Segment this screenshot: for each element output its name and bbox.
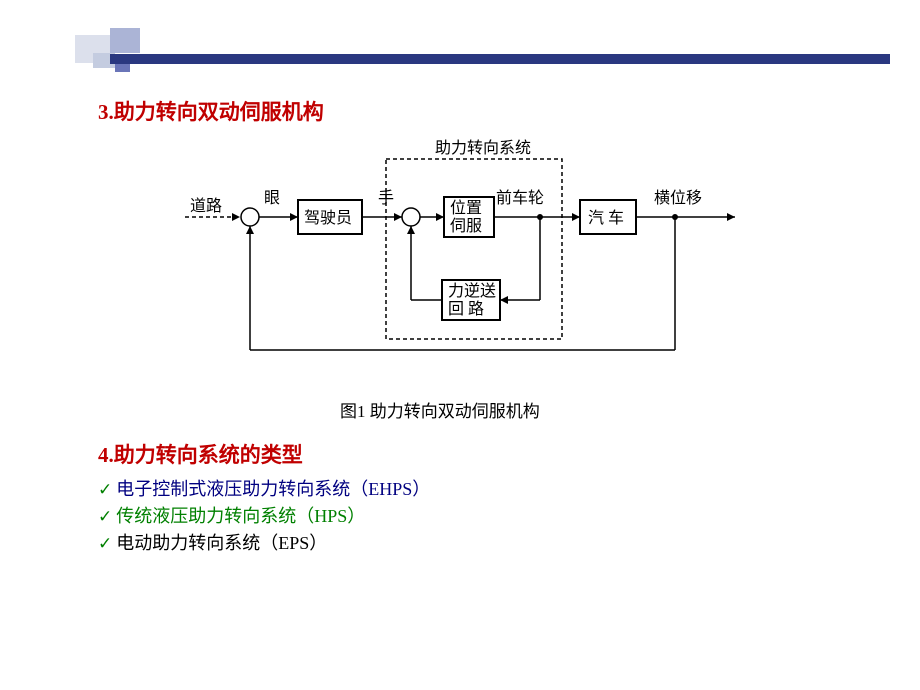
label-driver: 驾驶员 [304,209,352,227]
section-heading-3: 3.助力转向双动伺服机构 [98,96,324,126]
bullet-body: 电子控制式液压助力转向系统 [116,479,350,499]
section-heading-4: 4.助力转向系统的类型 [98,439,303,469]
pos-servo-l1: 位置 [450,199,482,217]
list-item: ✓ 电子控制式液压助力转向系统（EHPS） [98,476,430,503]
bullet-body: 传统液压助力转向系统 [116,506,296,526]
slide-decor [0,0,920,80]
bullet-body: 电动助力转向系统 [116,533,260,553]
arrowhead [290,213,298,221]
pos-servo-l2: 伺服 [450,217,482,235]
summing-node [402,208,420,226]
heading-number: 4. [98,443,114,467]
arrowhead [572,213,580,221]
list-item: ✓ 传统液压助力转向系统（HPS） [98,503,430,530]
bullet-text: 传统液压助力转向系统（HPS） [116,503,365,529]
label-road: 道路 [190,197,222,215]
check-icon: ✓ [98,531,112,557]
heading-number: 3. [98,100,114,124]
bullet-text: 电动助力转向系统（EPS） [116,530,327,556]
bullet-text: 电子控制式液压助力转向系统（EHPS） [116,476,430,502]
system-label: 助力转向系统 [435,139,531,157]
arrowhead [394,213,402,221]
heading-text: 助力转向系统的类型 [114,443,303,467]
bullet-abbr: （EHPS） [350,479,430,499]
check-icon: ✓ [98,504,112,530]
check-icon: ✓ [98,477,112,503]
decor-bar [110,54,890,64]
bullet-abbr: （HPS） [296,506,365,526]
bullet-abbr: （EPS） [260,533,327,553]
summing-node [241,208,259,226]
list-item: ✓ 电动助力转向系统（EPS） [98,530,430,557]
label-hand: 手 [378,189,394,207]
label-car: 汽 车 [588,209,624,227]
label-front-wheel: 前车轮 [496,189,544,207]
force-l1: 力逆送 [448,282,496,300]
arrowhead [500,296,508,304]
arrowhead [246,226,254,234]
arrowhead [727,213,735,221]
label-lateral: 横位移 [654,189,702,207]
heading-text: 助力转向双动伺服机构 [114,100,324,124]
arrowhead [407,226,415,234]
block-diagram: 助力转向系统 道路 眼 驾驶员 手 位置 伺服 前车轮 汽 车 横位移 力逆送 … [180,135,740,355]
bullet-list: ✓ 电子控制式液压助力转向系统（EHPS） ✓ 传统液压助力转向系统（HPS） … [98,476,430,557]
arrowhead [232,213,240,221]
figure-caption: 图1 助力转向双动伺服机构 [340,397,540,422]
decor-box [110,28,140,53]
force-l2: 回 路 [448,300,484,318]
arrowhead [436,213,444,221]
label-eye: 眼 [264,189,280,207]
